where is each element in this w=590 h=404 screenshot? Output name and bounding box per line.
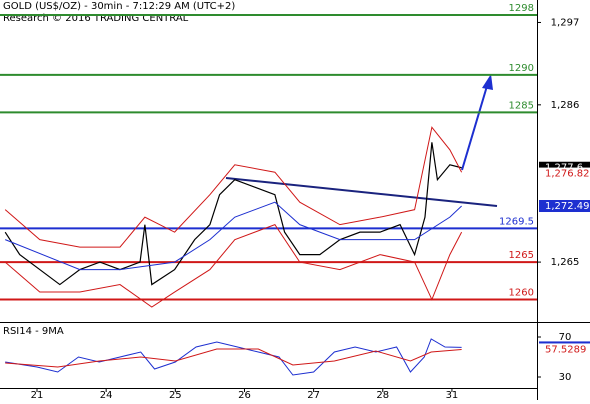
level-label: 1298 xyxy=(509,3,534,14)
x-tick-label: 21 xyxy=(31,390,44,400)
series-line xyxy=(5,201,462,271)
x-tick-label: 28 xyxy=(376,390,389,400)
price-tag-label: 57.5289 xyxy=(545,344,586,355)
price-tag xyxy=(539,200,590,213)
x-tick-label: 27 xyxy=(307,390,320,400)
y-tick-label: 1,297 xyxy=(551,17,580,28)
y-tick-label: 1,286 xyxy=(551,100,580,111)
price-tag-label: 1,272.49 xyxy=(545,201,590,212)
series-line xyxy=(4,224,463,308)
level-label: 1260 xyxy=(509,288,534,299)
chart-subtitle: Research © 2016 TRADING CENTRAL xyxy=(3,13,189,24)
x-tick-label: 31 xyxy=(446,390,459,400)
level-label: 1269.5 xyxy=(499,216,534,227)
series-line xyxy=(4,142,462,286)
series-line xyxy=(5,348,462,368)
x-tick-label: 25 xyxy=(169,390,182,400)
rsi-title: RSI14 - 9MA xyxy=(3,326,64,337)
x-tick-label: 26 xyxy=(238,390,251,400)
price-tag-label: 1,276.82 xyxy=(545,169,590,180)
chart-title: GOLD (US$/OZ) - 30min - 7:12:29 AM (UTC+… xyxy=(3,1,235,12)
arrow-head xyxy=(482,74,493,90)
price-tag xyxy=(539,167,590,180)
y-tick-label: 30 xyxy=(559,372,572,383)
level-label: 1285 xyxy=(509,100,534,111)
x-tick-label: 24 xyxy=(100,390,113,400)
y-tick-label: 1,265 xyxy=(551,257,580,268)
forecast-arrow xyxy=(461,85,488,171)
y-tick-label: 70 xyxy=(559,332,572,343)
level-label: 1265 xyxy=(509,250,534,261)
trend-line xyxy=(225,177,498,207)
series-line xyxy=(5,338,462,376)
price-tag xyxy=(539,343,590,356)
level-label: 1290 xyxy=(509,63,534,74)
series-line xyxy=(4,126,463,248)
